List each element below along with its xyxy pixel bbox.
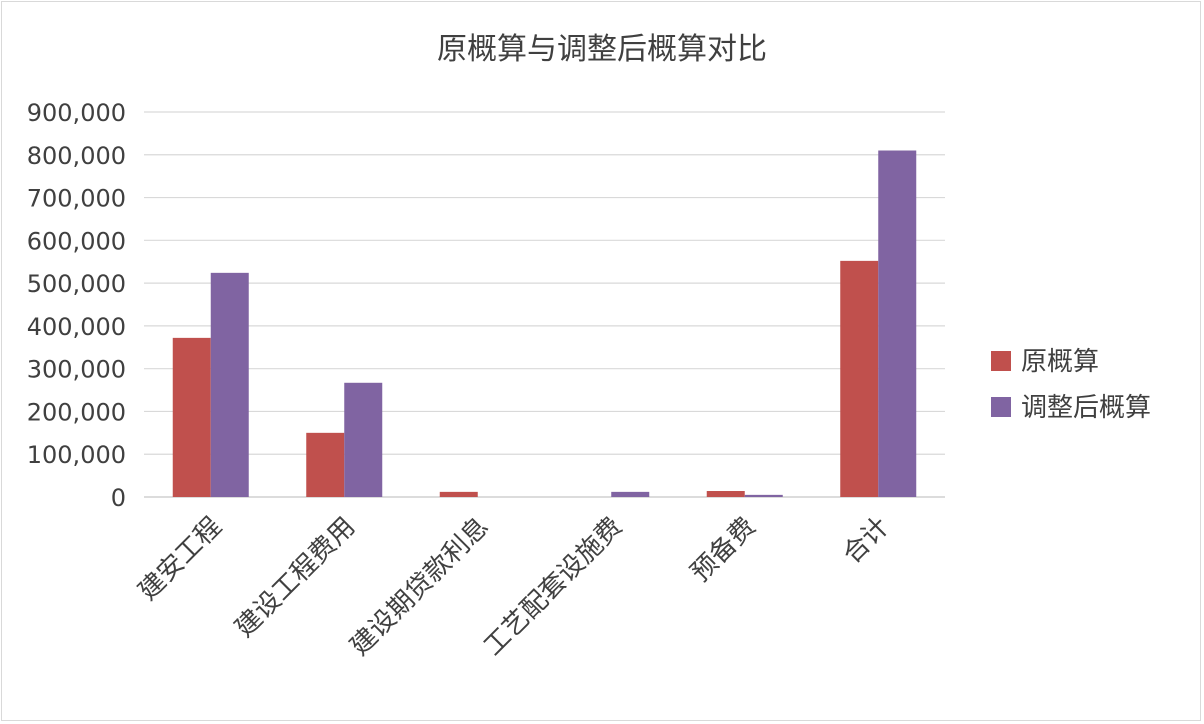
y-tick-label: 100,000 xyxy=(27,441,126,469)
legend-swatch xyxy=(991,351,1011,371)
bar-original xyxy=(706,491,745,497)
bar-original xyxy=(840,260,879,497)
bar-original xyxy=(439,491,478,497)
y-tick-label: 700,000 xyxy=(27,185,126,213)
legend-label: 原概算 xyxy=(1021,347,1099,377)
bar-adjusted xyxy=(878,150,917,497)
bar-original xyxy=(172,337,211,497)
bar-adjusted xyxy=(611,491,650,497)
x-tick-label: 建设工程费用 xyxy=(230,512,362,644)
x-tick-label: 预备费 xyxy=(685,512,761,588)
x-tick-label: 工艺配套设施费 xyxy=(478,512,628,662)
bar-adjusted xyxy=(210,272,249,497)
x-tick-label: 建安工程 xyxy=(133,512,228,607)
gridlines xyxy=(144,111,945,498)
y-tick-label: 600,000 xyxy=(27,227,126,255)
x-tick-label: 合计 xyxy=(837,512,895,570)
y-tick-label: 200,000 xyxy=(27,398,126,426)
bar-adjusted xyxy=(344,382,383,497)
y-tick-label: 900,000 xyxy=(27,99,126,127)
y-tick-label: 500,000 xyxy=(27,270,126,298)
bar-original xyxy=(306,432,345,497)
legend-label: 调整后概算 xyxy=(1021,393,1151,423)
y-tick-label: 0 xyxy=(111,484,126,512)
bar-adjusted xyxy=(744,494,783,497)
y-tick-label: 800,000 xyxy=(27,142,126,170)
chart-title: 原概算与调整后概算对比 xyxy=(437,32,767,67)
legend-swatch xyxy=(991,397,1011,417)
bars xyxy=(172,150,917,497)
x-tick-label: 建设期贷款利息 xyxy=(345,512,495,662)
y-tick-label: 400,000 xyxy=(27,313,126,341)
y-tick-label: 300,000 xyxy=(27,356,126,384)
y-axis-ticks: 0 100,000 200,000 300,000 400,000 500,000 600,… xyxy=(27,99,126,512)
